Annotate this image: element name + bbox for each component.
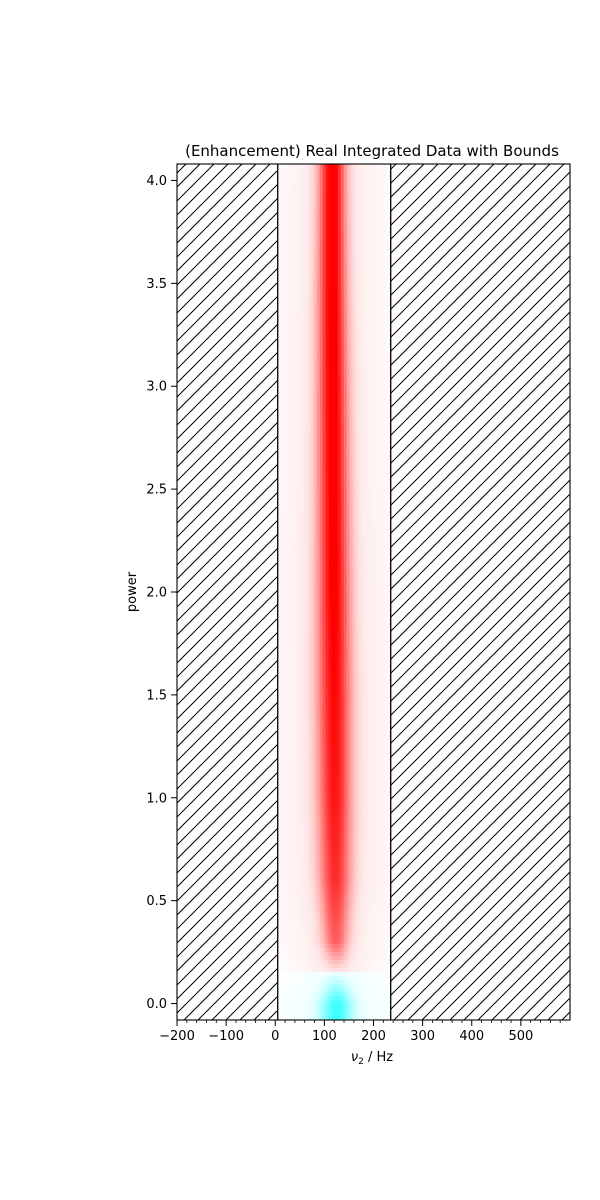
x-tick-label: −200 <box>159 1029 195 1044</box>
heatmap-cells <box>277 164 393 1020</box>
y-tick-label: 1.5 <box>146 688 167 703</box>
x-tick-label: 100 <box>312 1029 337 1044</box>
y-axis-ticks: 0.0 0.5 1.0 1.5 2.0 2.5 3.0 3.5 4.0 <box>146 174 177 1012</box>
y-tick-label: 0.5 <box>146 894 167 909</box>
y-tick-label: 2.0 <box>146 586 167 601</box>
y-tick-label: 2.5 <box>146 483 167 498</box>
y-tick-label: 3.5 <box>146 277 167 292</box>
x-tick-label: 500 <box>508 1029 533 1044</box>
y-tick-label: 4.0 <box>146 174 167 189</box>
y-tick-label: 1.0 <box>146 791 167 806</box>
x-axis-label: ν2 / Hz <box>351 1050 393 1067</box>
plot-area <box>177 164 570 1020</box>
y-tick-label: 3.0 <box>146 380 167 395</box>
x-axis-ticks: −200 −100 0 100 200 300 400 500 <box>159 1020 561 1044</box>
hatched-region-2 <box>390 164 570 1020</box>
y-tick-label: 0.0 <box>146 997 167 1012</box>
y-axis-label: power <box>125 571 140 612</box>
x-tick-label: 400 <box>459 1029 484 1044</box>
x-tick-label: 300 <box>410 1029 435 1044</box>
x-tick-label: 0 <box>271 1029 279 1044</box>
x-tick-label: −100 <box>208 1029 244 1044</box>
x-tick-label: 200 <box>361 1029 386 1044</box>
chart-title: (Enhancement) Real Integrated Data with … <box>185 142 559 160</box>
hatched-region-1 <box>177 164 278 1020</box>
